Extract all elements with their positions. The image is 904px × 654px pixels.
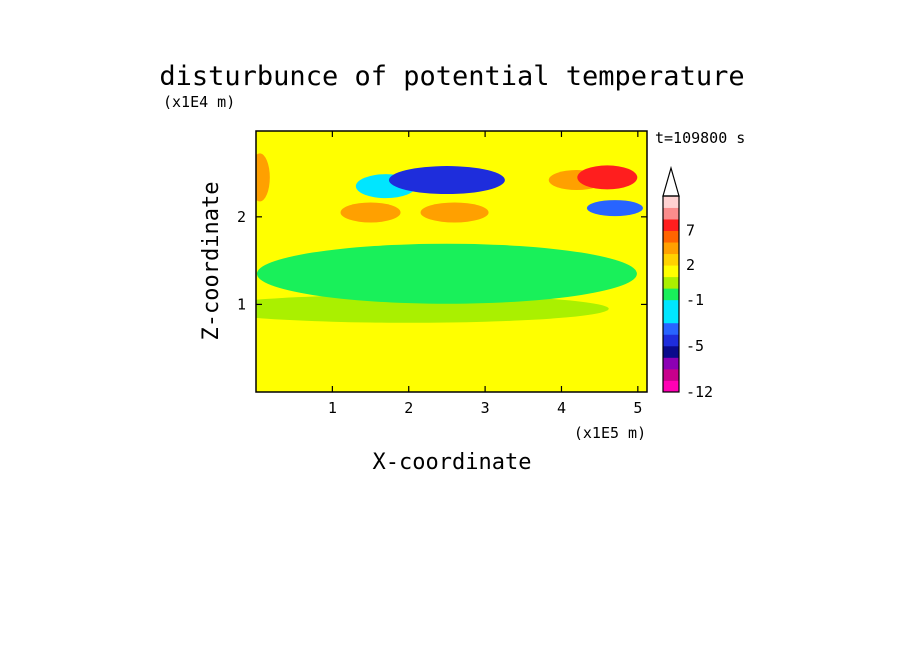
x-tick-label: 5 — [633, 399, 642, 417]
field-feature — [256, 153, 270, 202]
y-axis: 12 — [237, 208, 647, 313]
colorbar-swatch — [663, 207, 679, 220]
colorbar-swatch — [663, 357, 679, 370]
colorbar-swatch — [663, 196, 679, 208]
x-tick-label: 3 — [481, 399, 490, 417]
colorbar-swatch — [663, 219, 679, 231]
plot-frame — [255, 130, 648, 393]
colorbar-swatch — [663, 276, 679, 289]
colorbar: 7 2 -1 -5 -12 — [662, 165, 713, 401]
x-axis-label: X-coordinate — [373, 450, 532, 475]
y-tick-label: 2 — [237, 208, 246, 226]
field-feature — [478, 209, 539, 242]
colorbar-extend-arrow — [662, 165, 680, 197]
x-axis: 1 2 3 4 5 — [328, 131, 642, 417]
colorbar-swatch — [663, 299, 679, 312]
field-feature — [420, 202, 489, 223]
colorbar-swatch — [663, 334, 679, 347]
field-feature — [340, 202, 401, 223]
field-feature — [388, 166, 505, 195]
field-feature — [577, 165, 638, 190]
y-axis-label: Z-coordinate — [199, 182, 224, 341]
field-feature — [277, 215, 358, 244]
x-tick-label: 2 — [404, 399, 413, 417]
colorbar-frame — [662, 195, 680, 393]
colorbar-tick-label: 7 — [686, 222, 695, 240]
colorbar-swatch — [663, 253, 679, 266]
field-feature — [256, 303, 599, 384]
colorbar-swatch — [663, 288, 679, 301]
colorbar-tick-label: -12 — [686, 383, 713, 401]
field-feature — [586, 200, 643, 217]
colorbar-swatch — [663, 265, 679, 278]
colorbar-tick-label: -1 — [686, 291, 704, 309]
colorbar-swatch — [663, 380, 679, 393]
colorbar-swatch — [663, 311, 679, 324]
field-feature — [256, 294, 609, 323]
colorbar-swatch — [663, 368, 679, 381]
y-tick-label: 1 — [237, 295, 246, 313]
colorbar-swatch — [663, 242, 679, 255]
time-label: t=109800 s — [655, 129, 745, 147]
colorbar-tick-label: -5 — [686, 337, 704, 355]
x-tick-label: 1 — [328, 399, 337, 417]
colorbar-tick-label: 2 — [686, 256, 695, 274]
colorbar-swatch — [663, 345, 679, 358]
plot-area — [256, 131, 647, 392]
chart-title: disturbunce of potential temperature — [159, 61, 744, 92]
x-unit-label: (x1E5 m) — [574, 424, 646, 442]
colorbar-swatch — [663, 230, 679, 243]
x-tick-label: 4 — [557, 399, 566, 417]
colorbar-swatch — [663, 322, 679, 335]
y-unit-label: (x1E4 m) — [163, 93, 235, 111]
field-feature — [256, 243, 637, 304]
